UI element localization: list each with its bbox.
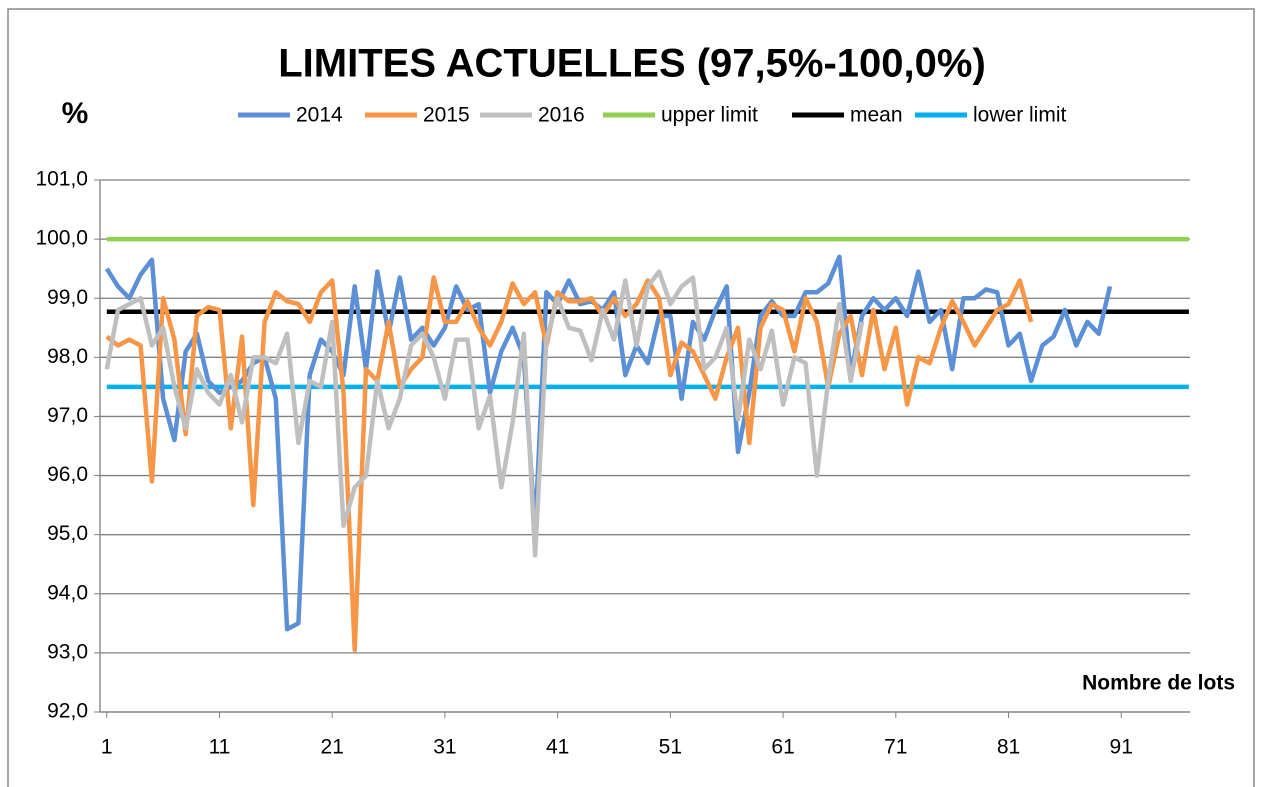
chart-border xyxy=(7,8,1255,787)
legend-label: upper limit xyxy=(661,104,758,127)
x-tick-label: 81 xyxy=(997,736,1020,759)
x-tick-label: 21 xyxy=(321,736,344,759)
legend-label: 2014 xyxy=(296,104,343,127)
x-tick-label: 31 xyxy=(433,736,456,759)
x-tick-label: 61 xyxy=(771,736,794,759)
legend-label: lower limit xyxy=(973,104,1067,127)
y-tick-label: 94,0 xyxy=(47,581,88,604)
x-tick-label: 41 xyxy=(546,736,569,759)
y-axis-label: % xyxy=(62,97,89,130)
x-tick-label: 91 xyxy=(1110,736,1133,759)
series-line xyxy=(104,269,865,558)
chart-title: LIMITES ACTUELLES (97,5%-100,0%) xyxy=(278,42,986,86)
legend-label: 2015 xyxy=(423,104,470,127)
x-tick-label: 51 xyxy=(659,736,682,759)
y-tick-label: 93,0 xyxy=(47,640,88,663)
series-line xyxy=(105,275,1034,653)
x-tick-label: 11 xyxy=(209,736,231,759)
legend-label: 2016 xyxy=(538,104,585,127)
y-tick-label: 97,0 xyxy=(47,404,88,427)
legend-label: mean xyxy=(850,104,903,127)
x-tick-label: 1 xyxy=(101,736,113,759)
y-tick-label: 101,0 xyxy=(35,168,88,191)
x-tick-label: 71 xyxy=(884,736,907,759)
y-tick-label: 99,0 xyxy=(47,286,88,309)
y-tick-label: 92,0 xyxy=(47,700,88,723)
x-axis-label: Nombre de lots xyxy=(1082,672,1235,695)
y-tick-label: 96,0 xyxy=(47,463,88,486)
y-tick-label: 98,0 xyxy=(47,345,88,368)
y-tick-label: 95,0 xyxy=(47,522,88,545)
y-tick-label: 100,0 xyxy=(35,227,88,250)
